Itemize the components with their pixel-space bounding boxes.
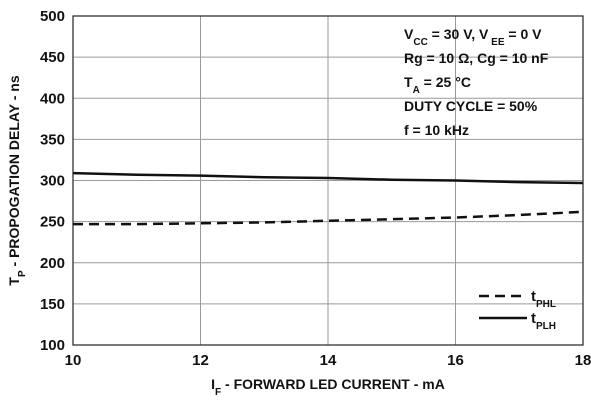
y-tick-label: 350: [40, 131, 65, 148]
axis-titles: IF - FORWARD LED CURRENT - mA TP - PROPOG…: [6, 75, 445, 397]
series-line-tPHL: [73, 210, 584, 226]
x-tick-label: 12: [192, 352, 209, 369]
tick-labels: 100 150 200 250 300 350 400 450 500 10 12 14 16 18: [40, 8, 591, 369]
y-tick-label: 150: [40, 296, 65, 313]
series-lines: [72, 171, 584, 226]
plot-area-frame: [72, 15, 584, 346]
y-axis-title: TP - PROPOGATION DELAY - ns: [6, 75, 28, 285]
grid: [73, 16, 583, 345]
x-tick-label: 14: [320, 352, 337, 369]
x-axis-title: IF - FORWARD LED CURRENT - mA: [211, 376, 445, 398]
annotation-line: TA = 25 °C: [404, 74, 471, 96]
x-tick-label: 16: [447, 352, 464, 369]
y-tick-label: 250: [40, 214, 65, 231]
y-tick-label: 300: [40, 173, 65, 190]
y-tick-label: 100: [40, 337, 65, 354]
legend-label-tPLH: tPLH: [531, 310, 556, 332]
annotation-line: DUTY CYCLE = 50%: [404, 98, 538, 114]
y-tick-label: 450: [40, 49, 65, 66]
series-line-tPLH: [72, 171, 584, 185]
annotation-line: Rg = 10 Ω, Cg = 10 nF: [404, 50, 549, 66]
test-conditions-annotation: VCC = 30 V, V EE = 0 V Rg = 10 Ω, Cg = 10…: [404, 26, 549, 138]
y-tick-label: 500: [40, 8, 65, 25]
x-tick-label: 18: [575, 352, 591, 369]
y-tick-label: 400: [40, 90, 65, 107]
legend-label-tPHL: tPHL: [531, 288, 556, 310]
annotation-line: VCC = 30 V, V EE = 0 V: [404, 26, 542, 48]
y-tick-label: 200: [40, 255, 65, 272]
annotation-line: f = 10 kHz: [404, 122, 469, 138]
x-tick-label: 10: [65, 352, 82, 369]
